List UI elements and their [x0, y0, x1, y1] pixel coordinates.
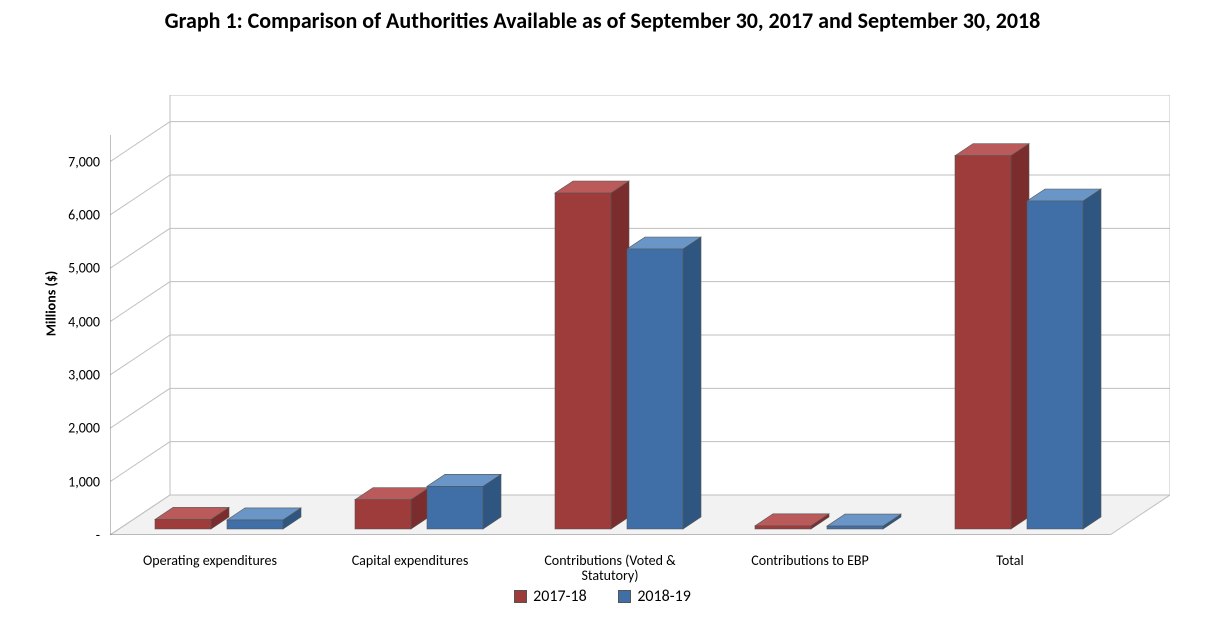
y-tick-label: 4,000: [68, 313, 110, 330]
x-tick-label: Contributions (Voted & Statutory): [525, 535, 695, 584]
y-tick-label: 6,000: [68, 207, 110, 224]
y-tick-label: 7,000: [68, 153, 110, 170]
legend-item-series-2: 2018-19: [618, 587, 691, 606]
y-tick-label: 2,000: [68, 420, 110, 437]
x-tick-label: Total: [925, 535, 1095, 568]
y-tick-label: -: [96, 527, 110, 544]
legend-swatch-series-1: [514, 590, 527, 603]
x-tick-label: Capital expenditures: [325, 535, 495, 568]
legend: 2017-18 2018-19: [0, 587, 1205, 608]
y-tick-label: 1,000: [68, 473, 110, 490]
legend-label-series-2: 2018-19: [637, 587, 691, 606]
chart-container: Graph 1: Comparison of Authorities Avail…: [0, 0, 1205, 618]
x-tick-label: Operating expenditures: [125, 535, 295, 568]
legend-label-series-1: 2017-18: [533, 587, 587, 606]
legend-item-series-1: 2017-18: [514, 587, 587, 606]
y-axis-label: Millions ($): [42, 271, 59, 337]
legend-swatch-series-2: [618, 590, 631, 603]
y-tick-label: 3,000: [68, 367, 110, 384]
plot-area: -1,0002,0003,0004,0005,0006,0007,000Oper…: [110, 95, 1170, 535]
y-tick-label: 5,000: [68, 260, 110, 277]
chart-title: Graph 1: Comparison of Authorities Avail…: [0, 0, 1205, 33]
x-tick-label: Contributions to EBP: [725, 535, 895, 568]
